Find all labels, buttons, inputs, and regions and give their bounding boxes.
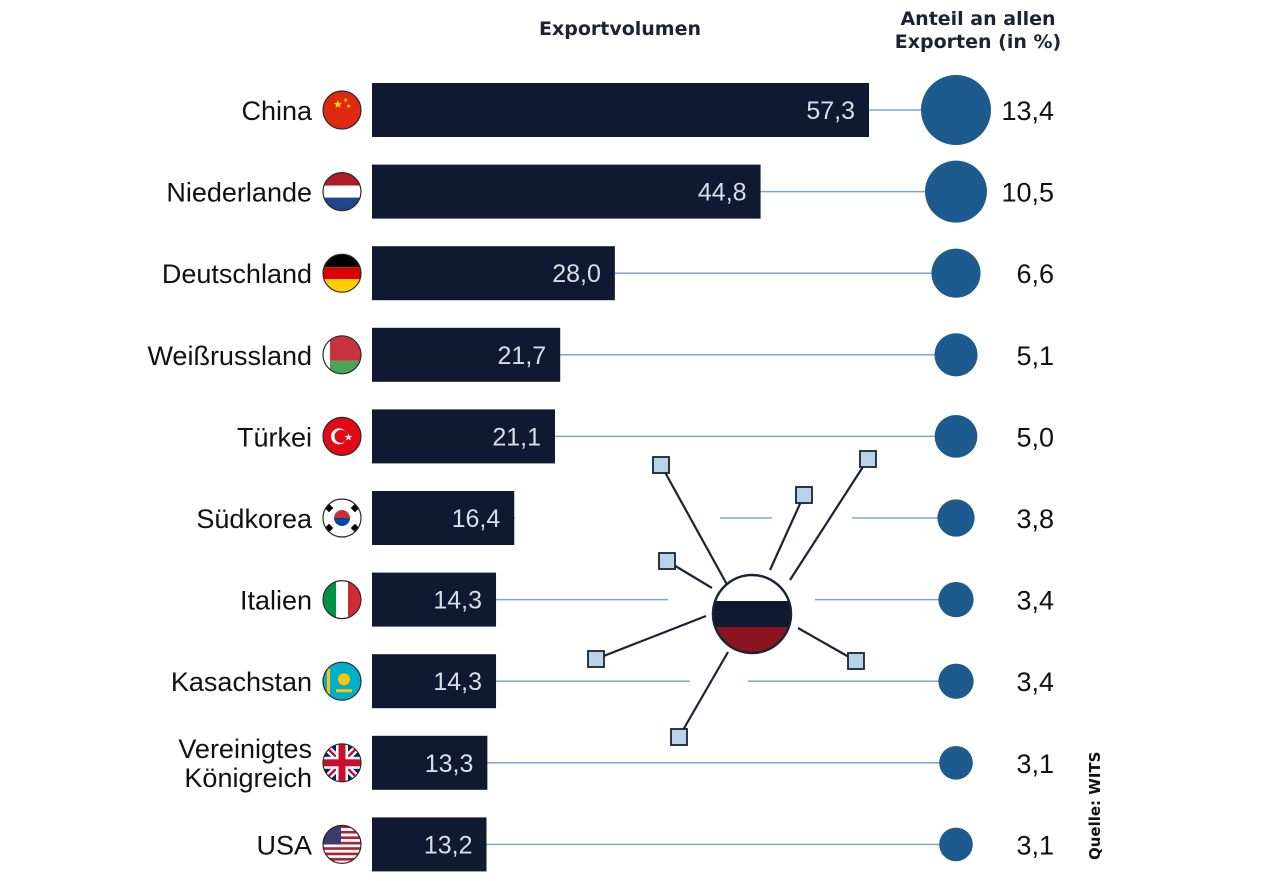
- header-exportvolumen: Exportvolumen: [538, 18, 702, 40]
- svg-text:★: ★: [333, 98, 343, 111]
- bar-value-label: 13,3: [425, 750, 474, 778]
- share-value-label: 5,0: [1016, 422, 1054, 452]
- bar: [372, 409, 556, 464]
- south-korea-flag-icon: [322, 498, 362, 538]
- share-value-label: 3,1: [1016, 749, 1054, 779]
- category-label: Italien: [240, 586, 312, 616]
- share-value-label: 3,4: [1016, 586, 1054, 616]
- share-dot: [937, 499, 975, 537]
- category-label: Türkei: [237, 422, 312, 452]
- bar-value-label: 44,8: [698, 179, 747, 207]
- russia-flag-icon: [711, 573, 793, 655]
- bar: [372, 817, 487, 872]
- bar: [372, 164, 761, 219]
- share-value-label: 13,4: [1001, 96, 1054, 126]
- bar-value-label: 21,1: [492, 423, 541, 451]
- category-label: Niederlande: [166, 178, 312, 208]
- network-node-icon: [670, 728, 688, 746]
- germany-flag-icon: [322, 253, 362, 293]
- bar: [372, 491, 515, 545]
- kazakhstan-flag-icon: [322, 661, 362, 701]
- network-node-icon: [859, 450, 877, 468]
- belarus-flag-icon: [322, 335, 362, 375]
- bar-value-label: 14,3: [433, 668, 482, 696]
- category-label: Weißrussland: [147, 341, 312, 371]
- china-flag-icon: ★ ★★: [322, 90, 362, 130]
- turkey-flag-icon: ★: [322, 416, 362, 456]
- svg-text:★: ★: [344, 432, 353, 443]
- svg-text:★: ★: [346, 103, 351, 110]
- bar: [372, 654, 497, 709]
- bar-value-label: 21,7: [498, 342, 547, 370]
- share-value-label: 10,5: [1001, 178, 1054, 208]
- netherlands-flag-icon: [322, 172, 362, 212]
- italy-flag-icon: [322, 579, 362, 620]
- share-dot: [938, 581, 974, 618]
- share-dot: [921, 75, 991, 145]
- category-label: China: [241, 96, 313, 126]
- category-label: Vereinigtes Königreich: [178, 734, 312, 793]
- share-dot: [939, 827, 973, 862]
- uk-flag-icon: [322, 743, 362, 783]
- header-share: Anteil an allen Exporten (in %): [894, 8, 1062, 53]
- usa-flag-icon: [322, 824, 362, 865]
- share-dot: [939, 745, 973, 780]
- bar-value-label: 28,0: [552, 260, 601, 288]
- share-dot: [934, 333, 978, 377]
- share-value-label: 3,1: [1016, 830, 1054, 860]
- bar: [372, 83, 869, 137]
- category-label: Deutschland: [162, 259, 312, 289]
- bar: [372, 735, 488, 790]
- category-label: Südkorea: [196, 504, 313, 534]
- category-label: USA: [256, 830, 312, 860]
- svg-text:★: ★: [343, 97, 348, 104]
- bar: [372, 572, 497, 627]
- bar-value-label: 13,2: [424, 831, 473, 859]
- share-dot: [925, 160, 987, 223]
- category-label: Kasachstan: [171, 667, 312, 697]
- share-dot: [931, 248, 981, 298]
- share-value-label: 5,1: [1016, 341, 1054, 371]
- network-node-icon: [658, 552, 676, 570]
- bar-value-label: 16,4: [452, 505, 501, 533]
- share-value-label: 3,4: [1016, 667, 1054, 697]
- source-label: Quelle: WITS: [1086, 751, 1104, 860]
- share-value-label: 6,6: [1016, 259, 1054, 289]
- network-node-icon: [652, 456, 670, 474]
- share-dot: [934, 415, 978, 458]
- bar: [372, 327, 561, 382]
- network-node-icon: [795, 486, 813, 504]
- share-value-label: 3,8: [1016, 504, 1054, 534]
- share-dot: [938, 663, 974, 699]
- bar-value-label: 57,3: [806, 97, 855, 125]
- network-node-icon: [587, 650, 605, 668]
- network-node-icon: [847, 652, 865, 670]
- russia-flag-network-icon: [515, 450, 877, 746]
- bar-value-label: 14,3: [433, 587, 482, 615]
- bar: [372, 246, 615, 301]
